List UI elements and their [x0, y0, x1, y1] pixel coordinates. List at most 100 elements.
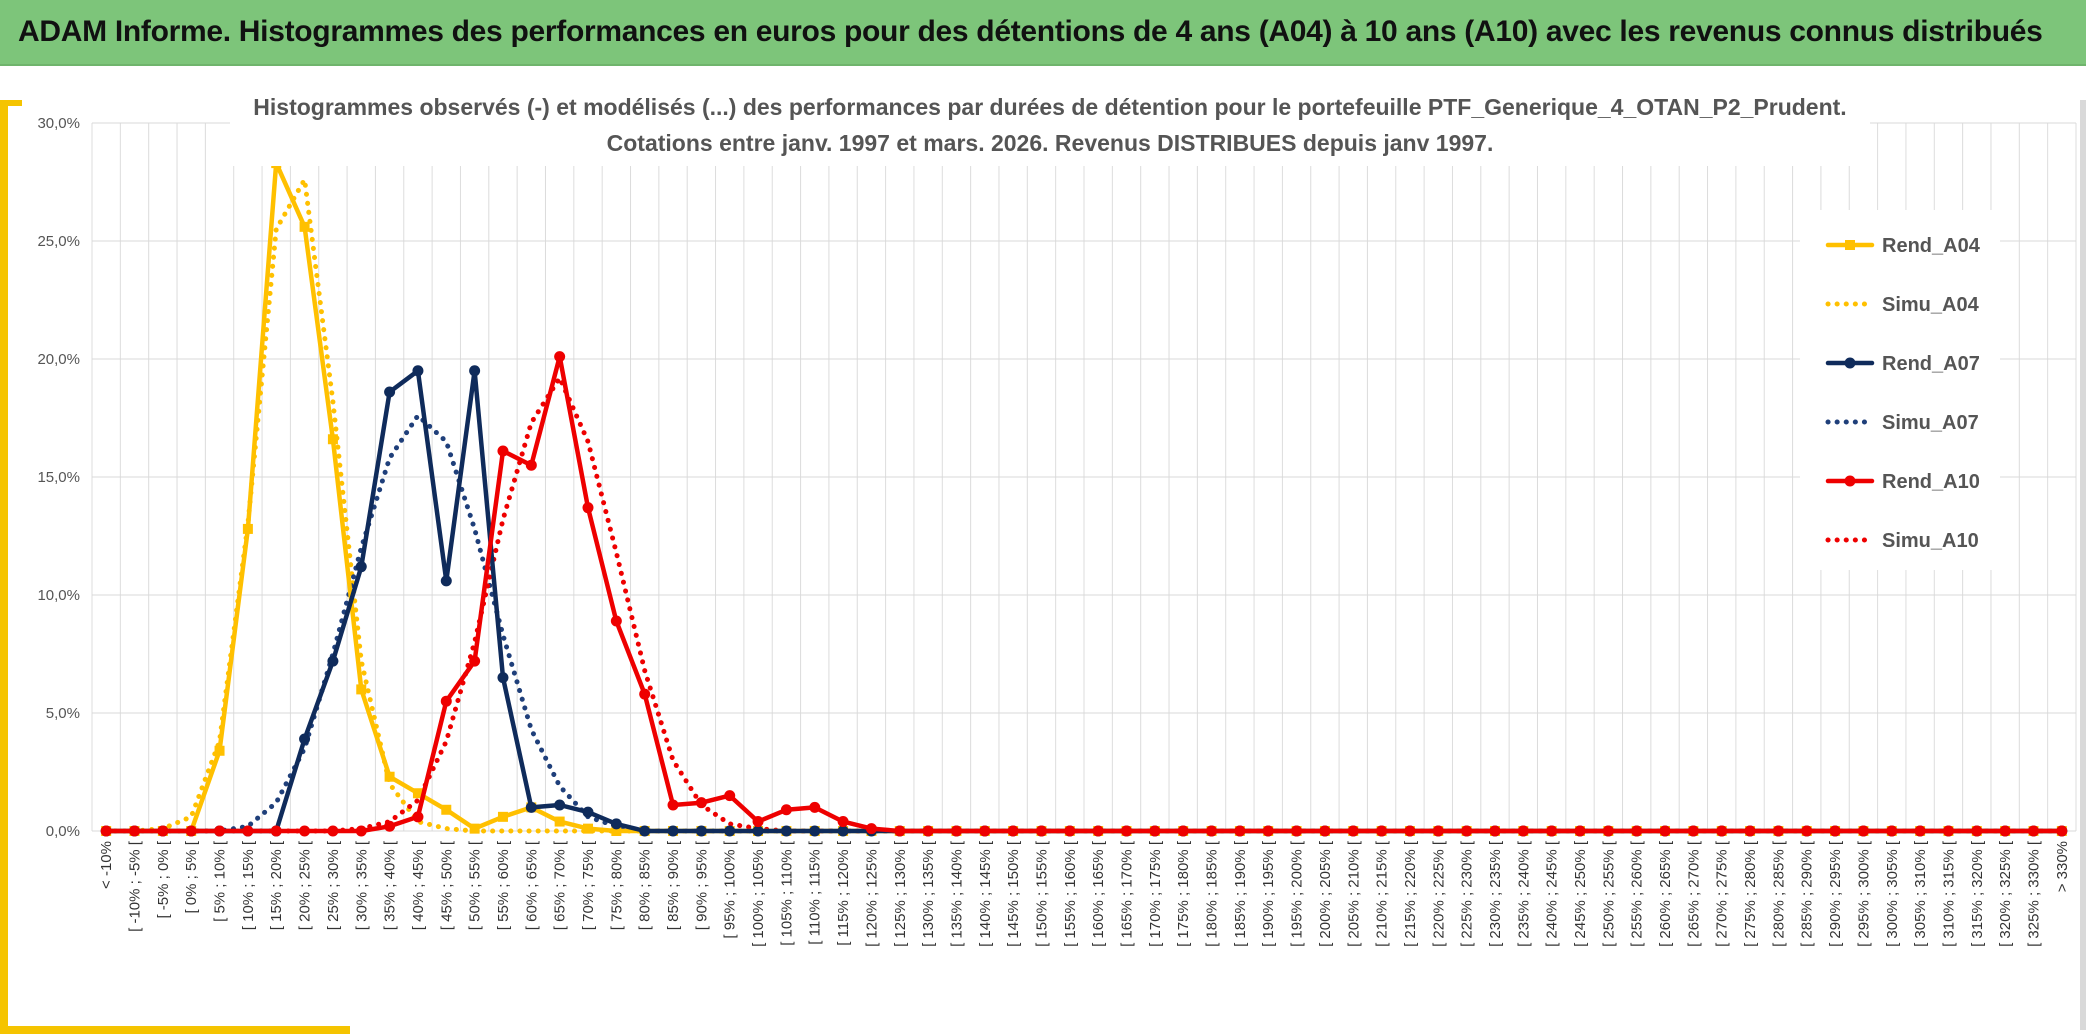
chart-subtitle: Cotations entre janv. 1997 et mars. 2026…: [607, 130, 1494, 156]
data-point: [554, 816, 565, 827]
data-point: [1801, 825, 1813, 837]
data-point: [299, 221, 310, 232]
y-tick-label: 30,0%: [37, 115, 80, 132]
x-tick-label: [ 245% ; 250% [: [1572, 840, 1589, 947]
data-point: [1092, 825, 1104, 837]
legend-marker: [1845, 240, 1855, 250]
data-point: [1999, 825, 2011, 837]
x-tick-label: [ 95% ; 100% [: [722, 840, 739, 938]
data-point: [809, 825, 821, 837]
data-point: [1007, 825, 1019, 837]
x-tick-label: [ 170% ; 175% [: [1147, 840, 1164, 947]
x-tick-label: [ 260% ; 265% [: [1657, 840, 1674, 947]
data-point: [950, 825, 962, 837]
x-tick-label: [ 10% ; 15% [: [240, 840, 257, 930]
data-point: [780, 804, 792, 816]
x-tick-label: [ 140% ; 145% [: [977, 840, 994, 947]
data-point: [355, 825, 367, 837]
data-point: [384, 386, 396, 398]
data-point: [1602, 825, 1614, 837]
x-tick-label: [ 35% ; 40% [: [382, 840, 399, 930]
data-point: [554, 351, 566, 363]
legend-marker: [1844, 357, 1856, 369]
x-tick-label: [ 275% ; 280% [: [1742, 840, 1759, 947]
data-point: [469, 655, 481, 667]
data-point: [299, 733, 311, 745]
x-tick-label: [ 325% ; 330% [: [2025, 840, 2042, 947]
data-point: [582, 502, 594, 514]
x-tick-label: [ 65% ; 70% [: [552, 840, 569, 930]
data-point: [1744, 825, 1756, 837]
legend-item-rend-a07: Rend_A07: [1825, 353, 1980, 375]
data-point: [610, 615, 622, 627]
data-point: [100, 825, 112, 837]
chart-title-background: [230, 86, 1870, 166]
x-tick-label: [ 5% ; 10% [: [212, 840, 229, 922]
data-point: [1772, 825, 1784, 837]
data-point: [1319, 825, 1331, 837]
x-tick-label: [ 205% ; 210% [: [1345, 840, 1362, 947]
data-point: [1064, 825, 1076, 837]
legend-label: Rend_A04: [1882, 235, 1981, 257]
data-point: [185, 825, 197, 837]
data-point: [2027, 825, 2039, 837]
data-point: [837, 816, 849, 828]
legend-item-rend-a04: Rend_A04: [1825, 235, 1981, 257]
x-tick-label: [ 105% ; 110% [: [778, 840, 795, 946]
frame-accent-bottom: [0, 1026, 350, 1034]
chart-title: Histogrammes observés (-) et modélisés (…: [253, 94, 1846, 120]
y-tick-label: 10,0%: [37, 587, 80, 604]
data-point: [412, 365, 424, 377]
data-point: [384, 771, 395, 782]
series-rend-a10: [100, 351, 2068, 837]
data-point: [2056, 825, 2068, 837]
data-point: [525, 459, 537, 471]
page-title: ADAM Informe. Histogrammes des performan…: [18, 15, 2043, 48]
data-point: [242, 825, 254, 837]
legend-label: Simu_A10: [1882, 530, 1979, 552]
data-point: [469, 823, 480, 834]
data-point: [412, 811, 424, 823]
legend-label: Rend_A10: [1882, 471, 1980, 493]
legend-item-simu-a07: Simu_A07: [1825, 412, 1979, 434]
x-tick-label: [ 200% ; 205% [: [1317, 840, 1334, 947]
data-point: [582, 806, 594, 818]
data-point: [610, 818, 622, 830]
x-tick-label: [ 110% ; 115% [: [807, 840, 824, 945]
data-point: [752, 816, 764, 828]
data-point: [497, 672, 509, 684]
x-tick-label: [ -5% ; 0% [: [155, 840, 172, 918]
x-tick-label: < -10%: [98, 841, 115, 889]
data-point: [1971, 825, 1983, 837]
data-point: [554, 799, 566, 811]
x-tick-label: [ 25% ; 30% [: [325, 840, 342, 930]
data-point: [1206, 825, 1218, 837]
x-tick-label: [ 225% ; 230% [: [1459, 840, 1476, 947]
x-axis: < -10% [ -10% ; -5% [[ -5% ; 0% [[ 0% ; 5…: [98, 840, 2071, 947]
data-point: [894, 825, 906, 837]
x-tick-label: [ 90% ; 95% [: [693, 840, 710, 930]
x-tick-label: [ 80% ; 85% [: [637, 840, 654, 930]
data-point: [327, 655, 339, 667]
legend-marker: [1844, 475, 1856, 487]
legend-item-simu-a10: Simu_A10: [1825, 530, 1979, 552]
legend-label: Simu_A07: [1882, 412, 1979, 434]
data-point: [1574, 825, 1586, 837]
x-tick-label: [ 45% ; 50% [: [438, 840, 455, 930]
x-tick-label: [ 255% ; 260% [: [1629, 840, 1646, 947]
x-tick-label: [ 310% ; 315% [: [1940, 840, 1957, 947]
data-point: [327, 434, 338, 445]
data-point: [525, 801, 537, 813]
legend-label: Simu_A04: [1882, 294, 1980, 316]
chart-legend: Rend_A04 Simu_A04 Rend_A07 Simu_A07 Rend_A10…: [1800, 210, 2000, 570]
x-tick-label: [ 270% ; 275% [: [1714, 840, 1731, 947]
data-point: [1291, 825, 1303, 837]
x-tick-label: [ 50% ; 55% [: [467, 840, 484, 930]
data-point: [497, 811, 508, 822]
data-point: [1517, 825, 1529, 837]
data-point: [441, 804, 452, 815]
data-point: [129, 825, 141, 837]
legend-item-simu-a04: Simu_A04: [1825, 294, 1980, 316]
y-axis: 0,0% 5,0% 10,0% 15,0% 20,0% 25,0% 30,0%: [37, 115, 80, 840]
data-point: [242, 523, 253, 534]
